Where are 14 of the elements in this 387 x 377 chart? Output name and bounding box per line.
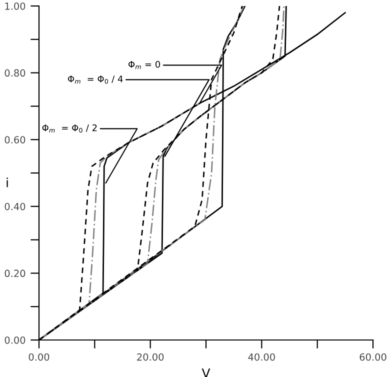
x-tick-label: 0.00 [28,353,50,361]
x-tick-label: 60.00 [360,353,386,361]
y-axis-title: i [6,178,8,188]
y-tick-label: 0.80 [4,69,26,77]
x-tick-label: 40.00 [248,353,275,361]
y-tick-label: 0.60 [4,136,26,144]
y-tick-label: 0.40 [4,202,26,210]
annotation: Φ$_{m}$ = Φ$_{0}$ / 2 [42,124,97,133]
annotation: Φ$_{m}$ = 0 [128,60,160,70]
x-tick-label: 20.00 [137,353,164,361]
annotation: Φ$_{m}$ = Φ$_{0}$ / 4 [68,76,123,84]
y-tick-label: 1.00 [5,2,26,10]
y-tick-label: 0.20 [4,270,26,278]
y-tick-label: 0.00 [4,336,26,344]
